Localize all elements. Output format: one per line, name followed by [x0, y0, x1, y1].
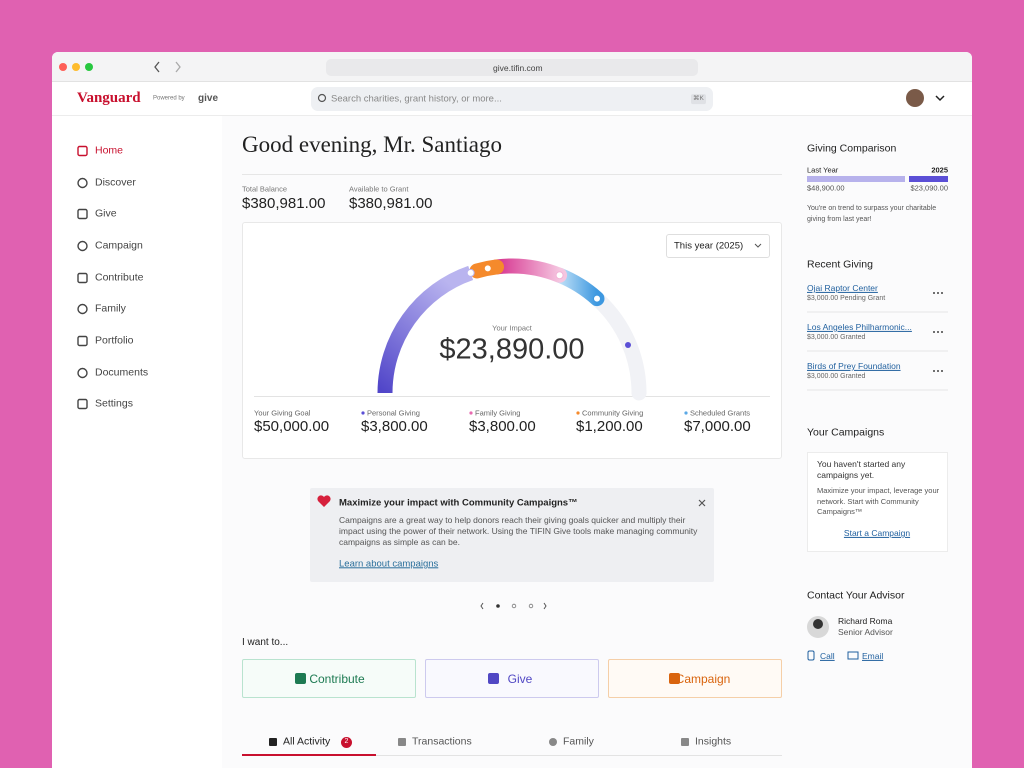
period-label: This year (2025) — [674, 240, 744, 252]
search-placeholder: Search charities, grant history, or more… — [331, 93, 502, 105]
campaigns-empty-box — [807, 452, 948, 552]
email-link[interactable]: Email — [862, 650, 884, 661]
action-button[interactable] — [425, 659, 599, 698]
section-title: Your Campaigns — [807, 426, 885, 439]
i-want-to-label: I want to... — [242, 637, 289, 648]
section-title: Recent Giving — [807, 258, 873, 271]
url: give.tifin.com — [493, 62, 543, 73]
divider — [254, 396, 770, 397]
banner-link[interactable]: Learn about campaigns — [339, 558, 439, 570]
advisor-name: Richard Roma — [838, 615, 893, 626]
comparison-note: You're on trend to surpass your charitab… — [807, 205, 937, 223]
start-campaign-link[interactable]: Start a Campaign — [843, 527, 911, 538]
recent-detail: $3,000.00 Granted — [807, 333, 866, 341]
action-label: Campaign — [675, 671, 731, 686]
recent-name[interactable]: Ojai Raptor Center — [807, 282, 878, 293]
action-label: Contribute — [309, 671, 365, 686]
balance-value: $380,981.00 — [242, 195, 326, 212]
banner-title: Maximize your impact with Community Camp… — [339, 497, 578, 509]
stat-value: $3,800.00 — [361, 418, 428, 435]
last-year-value: $48,900.00 — [807, 183, 845, 193]
stat-value: $50,000.00 — [254, 418, 330, 435]
stat-label: Family Giving — [475, 408, 521, 418]
campaign-banner — [310, 488, 714, 582]
this-year-label: 2025 — [931, 165, 948, 175]
last-year-bar — [807, 176, 905, 182]
banner-body: Campaigns are a great way to help donors… — [339, 515, 698, 547]
nav-item[interactable]: Contribute — [95, 271, 144, 284]
url-bar[interactable] — [326, 59, 698, 76]
badge-bg — [341, 737, 352, 748]
impact-value: $23,890.00 — [439, 333, 585, 366]
campaigns-empty-title: You haven't started any campaigns yet. — [817, 459, 906, 480]
greeting: Good evening, Mr. Santiago — [242, 132, 502, 158]
nav-item[interactable]: Campaign — [95, 239, 143, 252]
recent-name[interactable]: Los Angeles Philharmonic... — [807, 321, 912, 332]
stat-value: $3,800.00 — [469, 418, 536, 435]
brand-logo: Vanguard — [77, 90, 141, 106]
campaigns-empty-body: Maximize your impact, leverage your netw… — [817, 486, 940, 516]
divider — [242, 174, 782, 175]
nav-item[interactable]: Home — [95, 144, 124, 157]
stat-value: $1,200.00 — [576, 418, 643, 435]
action-label: Give — [507, 671, 533, 686]
balance-label: Available to Grant — [349, 184, 409, 194]
period-dropdown[interactable] — [666, 234, 770, 258]
powered-by: Powered by — [153, 95, 185, 102]
stat-label: Personal Giving — [367, 408, 420, 418]
nav-item[interactable]: Give — [95, 207, 117, 220]
tab[interactable]: All Activity — [283, 735, 331, 748]
advisor-role: Senior Advisor — [838, 626, 893, 637]
recent-name[interactable]: Birds of Prey Foundation — [807, 360, 901, 371]
tab-badge: 2 — [344, 737, 349, 745]
last-year-label: Last Year — [807, 165, 839, 175]
nav-item[interactable]: Settings — [95, 397, 133, 410]
call-link[interactable]: Call — [820, 650, 835, 661]
this-year-value: $23,090.00 — [910, 183, 948, 193]
stat-label: Community Giving — [582, 408, 644, 418]
balance-label: Total Balance — [242, 184, 288, 194]
recent-detail: $3,000.00 Granted — [807, 372, 866, 380]
tab[interactable]: Transactions — [412, 735, 472, 748]
give-logo: give — [198, 93, 219, 104]
impact-label: Your Impact — [492, 323, 532, 333]
side-nav — [52, 116, 222, 768]
tab[interactable]: Insights — [695, 735, 732, 748]
balance-value: $380,981.00 — [349, 195, 433, 212]
action-button[interactable] — [608, 659, 782, 698]
stat-label: Scheduled Grants — [690, 408, 751, 418]
search-bar[interactable] — [311, 87, 713, 111]
search-shortcut: ⌘K — [691, 94, 706, 104]
nav-item[interactable]: Documents — [95, 366, 149, 379]
section-title: Giving Comparison — [807, 142, 897, 155]
stat-label: Your Giving Goal — [254, 408, 311, 418]
stat-value: $7,000.00 — [684, 418, 751, 435]
tabs-rule — [242, 755, 782, 756]
nav-item[interactable]: Portfolio — [95, 334, 134, 347]
recent-detail: $3,000.00 Pending Grant — [807, 294, 886, 302]
this-year-bar — [909, 176, 948, 182]
section-title: Contact Your Advisor — [807, 589, 905, 602]
active-tab-underline — [242, 754, 376, 756]
action-button[interactable] — [242, 659, 416, 698]
tab[interactable]: Family — [563, 735, 594, 748]
nav-item[interactable]: Family — [95, 302, 126, 315]
nav-item[interactable]: Discover — [95, 176, 136, 189]
